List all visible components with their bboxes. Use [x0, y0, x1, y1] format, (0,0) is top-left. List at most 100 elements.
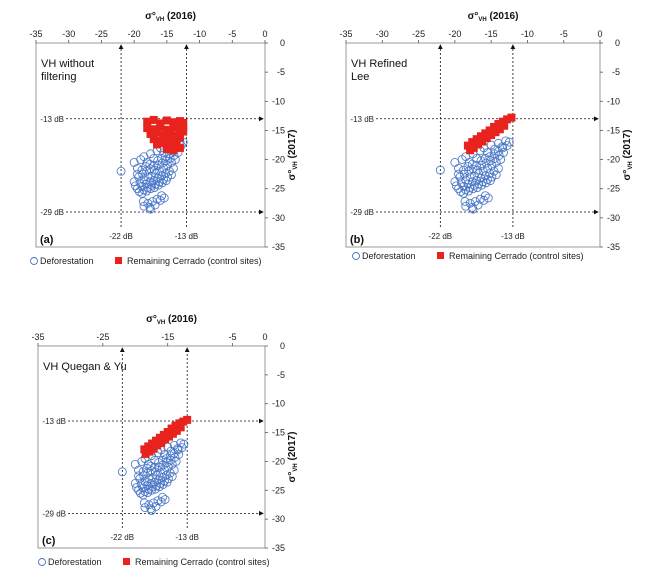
- deforestation-point: [493, 163, 503, 173]
- remaining-cerrado-point: [494, 120, 503, 129]
- deforestation-point: [134, 465, 143, 475]
- panel-label: (c): [42, 535, 56, 547]
- deforestation-point: [468, 184, 478, 194]
- deforestation-point: [169, 465, 179, 475]
- threshold-label-y-lower: -29 dB: [42, 509, 66, 518]
- deforestation-point: [162, 477, 172, 487]
- remaining-cerrado-point: [169, 123, 178, 132]
- plot-frame: [37, 345, 266, 549]
- deforestation-point: [147, 506, 156, 515]
- panel-c: -35 -25 -15 -5 0 σ°VH (2016) 0 -5 -10 -15 -20 -25 -3…: [31, 314, 299, 567]
- plot-frame: [345, 42, 601, 248]
- deforestation-point: [450, 158, 460, 167]
- deforestation-point: [450, 177, 460, 187]
- x-tick-label: 0: [597, 29, 602, 39]
- legend: Deforestation Remaining Cerrado (control …: [352, 251, 584, 261]
- remaining-cerrado-point: [146, 129, 155, 138]
- y-tick-label: -35: [272, 242, 285, 252]
- deforestation-point: [157, 191, 167, 201]
- legend-remaining-marker: [437, 252, 444, 259]
- y-tick-label: -5: [277, 67, 285, 77]
- x-tick-label: -5: [560, 29, 568, 39]
- threshold-label-y-upper: -13 dB: [40, 115, 64, 124]
- y-tick-label: -10: [272, 96, 285, 106]
- deforestation-point: [470, 171, 479, 181]
- legend: Deforestation Remaining Cerrado (control …: [38, 557, 270, 567]
- panel-b: -35 -30 -25 -20 -15 -10 -5 0 σ°VH (2016) 0 -5 -10 -1…: [339, 11, 634, 261]
- y-tick-label: -35: [272, 543, 285, 553]
- remaining-cerrado-point: [172, 139, 181, 148]
- y-tick-label: -25: [272, 184, 285, 194]
- x-tick-label: -25: [412, 29, 425, 39]
- deforestation-point: [451, 181, 461, 191]
- legend: Deforestation Remaining Cerrado (control …: [30, 256, 262, 266]
- series-deforestation: [117, 438, 189, 515]
- panel-title: VH Quegan & Yu: [43, 361, 127, 373]
- deforestation-point: [167, 471, 177, 481]
- deforestation-point: [116, 166, 126, 176]
- panel-title: VH without: [41, 58, 94, 70]
- x-tick-label: -30: [376, 29, 389, 39]
- deforestation-point: [138, 197, 148, 206]
- remaining-cerrado-point: [162, 116, 171, 125]
- remaining-cerrado-point: [141, 449, 150, 458]
- threshold-label-x-left: -22 dB: [111, 533, 135, 542]
- y-tick-label: -15: [272, 428, 285, 438]
- legend-deforestation-label: Deforestation: [40, 256, 94, 266]
- threshold-label-y-lower: -29 dB: [40, 208, 64, 217]
- deforestation-point: [134, 485, 143, 495]
- deforestation-point: [483, 193, 493, 203]
- threshold-label-x-left: -22 dB: [429, 232, 453, 241]
- y-tick-label: 0: [280, 341, 285, 351]
- threshold-label-y-upper: -13 dB: [42, 417, 66, 426]
- legend-remaining-label: Remaining Cerrado (control sites): [127, 256, 262, 266]
- remaining-cerrado-point: [491, 128, 500, 137]
- remaining-cerrado-point: [498, 117, 507, 126]
- y-tick-label: -30: [607, 213, 620, 223]
- remaining-cerrado-point: [507, 113, 516, 122]
- deforestation-point: [467, 159, 477, 169]
- deforestation-point: [160, 495, 170, 504]
- legend-remaining-marker: [123, 558, 130, 565]
- series-remaining-cerrado: [463, 113, 516, 155]
- deforestation-point: [146, 204, 155, 214]
- panel-title: VH Refined: [351, 58, 407, 70]
- legend-deforestation-marker: [38, 558, 46, 566]
- legend-deforestation-label: Deforestation: [362, 251, 416, 261]
- x-tick-label: 0: [262, 29, 267, 39]
- remaining-cerrado-point: [495, 125, 504, 134]
- remaining-cerrado-point: [159, 139, 168, 148]
- threshold-label-y-upper: -13 dB: [350, 115, 374, 124]
- x-tick-label: -10: [193, 29, 206, 39]
- deforestation-point: [172, 444, 182, 454]
- deforestation-point: [489, 149, 499, 159]
- deforestation-point: [468, 204, 478, 214]
- legend-remaining-label: Remaining Cerrado (control sites): [449, 251, 584, 261]
- deforestation-point: [147, 466, 156, 476]
- deforestation-point: [491, 170, 501, 180]
- deforestation-point: [459, 169, 469, 179]
- deforestation-point: [168, 163, 178, 173]
- deforestation-point: [464, 166, 474, 176]
- deforestation-point: [461, 175, 471, 185]
- remaining-cerrado-point: [179, 122, 188, 131]
- deforestation-point: [480, 153, 490, 163]
- deforestation-point: [460, 197, 470, 206]
- deforestation-point: [170, 155, 180, 165]
- legend-deforestation-label: Deforestation: [48, 557, 102, 567]
- series-remaining-cerrado: [140, 415, 192, 458]
- y-tick-label: -15: [607, 125, 620, 135]
- deforestation-point: [117, 467, 127, 477]
- threshold-label-y-lower: -29 dB: [350, 208, 374, 217]
- deforestation-point: [166, 170, 176, 180]
- x-axis-title: σ°VH (2016): [145, 11, 196, 23]
- deforestation-point: [480, 191, 490, 201]
- deforestation-point: [485, 176, 495, 186]
- deforestation-point: [463, 162, 473, 172]
- remaining-cerrado-point: [472, 135, 481, 144]
- remaining-cerrado-point: [169, 146, 178, 155]
- deforestation-point: [491, 158, 501, 167]
- y-tick-label: -20: [272, 155, 285, 165]
- legend-deforestation-marker: [352, 252, 360, 260]
